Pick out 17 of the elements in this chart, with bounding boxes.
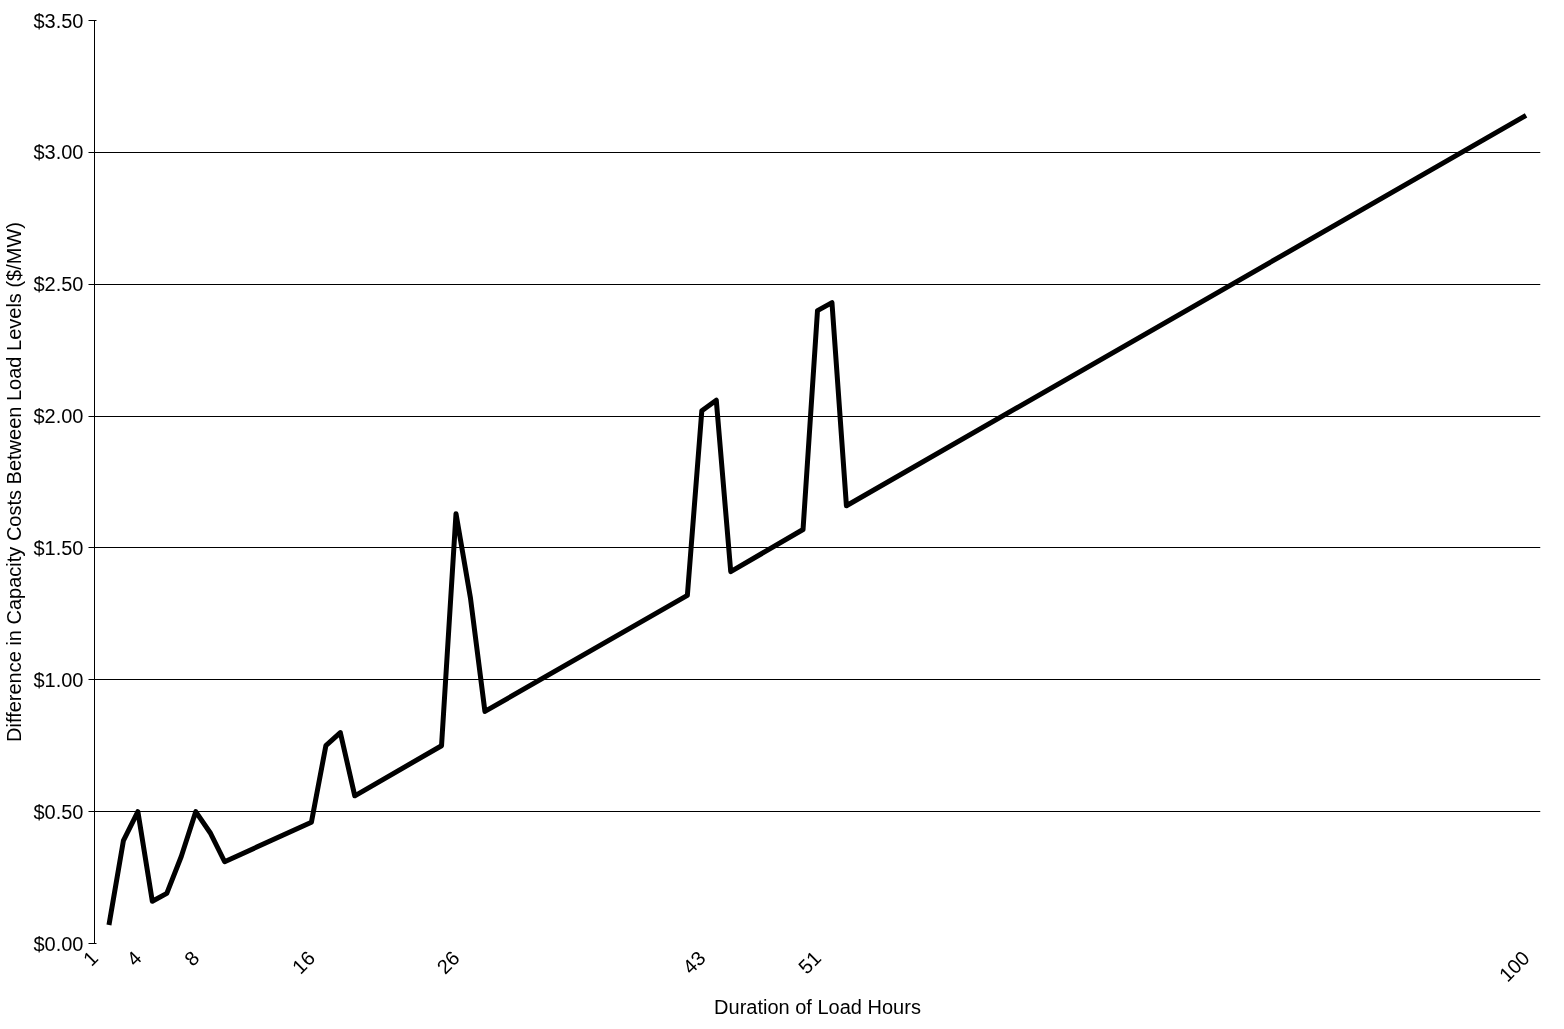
x-tick-label: 43 bbox=[678, 946, 710, 979]
y-tick-label: $2.00 bbox=[33, 405, 84, 428]
y-tick-label: $3.50 bbox=[33, 9, 84, 32]
y-tick-label: $1.00 bbox=[33, 668, 84, 691]
x-tick-label: 100 bbox=[1494, 946, 1534, 986]
y-tick-label: $1.50 bbox=[33, 536, 84, 559]
y-axis-title: Difference in Capacity Costs Between Load Levels ($/MW) bbox=[3, 222, 26, 742]
x-tick-label: 26 bbox=[432, 946, 464, 979]
y-tick-label: $0.00 bbox=[33, 932, 84, 955]
x-tick-label: 4 bbox=[122, 946, 146, 971]
x-tick-label: 51 bbox=[793, 946, 826, 979]
y-tick-label: $0.50 bbox=[33, 800, 84, 823]
y-tick-label: $3.00 bbox=[33, 141, 84, 164]
y-tick-label: $2.50 bbox=[33, 273, 84, 296]
x-tick-label: 16 bbox=[287, 946, 320, 979]
x-axis-title: Duration of Load Hours bbox=[714, 996, 921, 1018]
x-tick-label: 8 bbox=[180, 946, 204, 971]
